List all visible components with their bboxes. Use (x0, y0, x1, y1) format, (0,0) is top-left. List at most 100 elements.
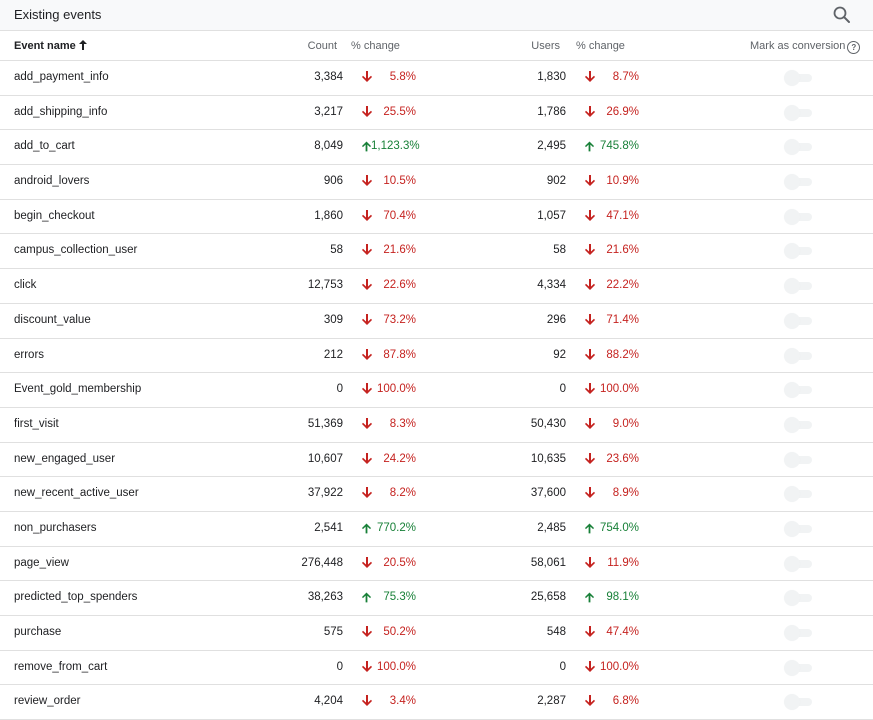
mark-conversion-toggle[interactable] (784, 590, 814, 607)
arrow-downward-icon (362, 105, 372, 118)
users-change-value: 23.6% (606, 452, 639, 465)
event-count: 276,448 (301, 556, 343, 569)
arrow-downward-icon (585, 452, 595, 465)
arrow-downward-icon (585, 383, 595, 395)
users-change-value: 71.4% (606, 313, 639, 326)
toggle-knob (784, 243, 800, 260)
arrow-downward-icon (362, 695, 372, 707)
users-change: 22.2% (585, 279, 639, 291)
toggle-track (790, 386, 812, 395)
event-users: 2,485 (537, 521, 566, 534)
arrow-downward-icon (585, 626, 595, 638)
users-change: 23.6% (585, 452, 639, 465)
mark-conversion-toggle[interactable] (784, 659, 814, 676)
column-header-event-name[interactable]: Event name (14, 40, 87, 53)
mark-conversion-toggle[interactable] (784, 382, 814, 399)
users-change: 745.8% (585, 140, 639, 152)
column-header-users-change[interactable]: % change (576, 40, 625, 52)
event-count: 3,217 (314, 105, 343, 118)
event-name: page_view (14, 556, 69, 569)
arrow-downward-icon (585, 313, 595, 326)
toggle-knob (784, 659, 800, 676)
mark-conversion-toggle[interactable] (784, 625, 814, 641)
table-row: begin_checkout 1,860 70.4% 1,057 47.1% (0, 200, 873, 235)
arrow-downward-icon (585, 244, 595, 256)
users-change: 100.0% (585, 383, 639, 395)
event-name: first_visit (14, 417, 59, 430)
table-row: first_visit 51,369 8.3% 50,430 9.0% (0, 408, 873, 443)
mark-conversion-toggle[interactable] (784, 70, 814, 86)
mark-conversion-toggle[interactable] (784, 139, 814, 156)
arrow-downward-icon (585, 695, 595, 707)
count-change-value: 24.2% (383, 452, 416, 465)
event-name: new_engaged_user (14, 452, 116, 465)
arrow-downward-icon (362, 175, 372, 187)
mark-conversion-toggle[interactable] (784, 174, 814, 191)
event-name: add_shipping_info (14, 105, 108, 118)
mark-conversion-toggle[interactable] (784, 520, 814, 537)
mark-conversion-toggle[interactable] (784, 104, 814, 121)
mark-conversion-toggle[interactable] (784, 278, 814, 295)
arrow-downward-icon (362, 244, 372, 256)
column-header-mark-conversion-label: Mark as conversion (750, 40, 846, 52)
toggle-knob (784, 104, 800, 121)
column-header-count[interactable]: Count (307, 40, 337, 52)
event-users: 4,334 (537, 279, 566, 292)
search-icon[interactable] (832, 5, 852, 25)
table-row: non_purchasers 2,541 770.2% 2,485 754.0% (0, 512, 873, 547)
users-change-value: 88.2% (606, 348, 639, 361)
toggle-knob (784, 555, 800, 572)
toggle-track (790, 594, 812, 603)
mark-conversion-toggle[interactable] (784, 451, 814, 468)
toggle-knob (784, 70, 800, 86)
mark-conversion-toggle[interactable] (784, 416, 814, 433)
users-change: 11.9% (585, 556, 639, 569)
event-users: 58,061 (530, 556, 566, 569)
event-name: predicted_top_spenders (14, 591, 138, 604)
column-header-count-change[interactable]: % change (351, 40, 400, 52)
toggle-track (790, 178, 812, 187)
users-change: 71.4% (585, 313, 639, 326)
count-change: 10.5% (362, 175, 416, 187)
users-change: 21.6% (585, 244, 639, 256)
event-count: 1,860 (314, 209, 343, 222)
table-row: page_view 276,448 20.5% 58,061 11.9% (0, 547, 873, 582)
count-change-value: 100.0% (376, 660, 416, 673)
toggle-track (790, 212, 812, 221)
mark-conversion-toggle[interactable] (784, 694, 814, 711)
arrow-downward-icon (362, 348, 372, 361)
users-change: 47.4% (585, 626, 639, 638)
mark-conversion-toggle[interactable] (784, 312, 814, 329)
mark-conversion-toggle[interactable] (784, 555, 814, 572)
count-change: 22.6% (362, 279, 416, 291)
count-change: 100.0% (362, 383, 416, 395)
toggle-track (790, 282, 812, 291)
event-users: 0 (559, 383, 566, 396)
event-users: 2,287 (537, 695, 566, 708)
mark-conversion-toggle[interactable] (784, 208, 814, 225)
table-row: campus_collection_user 58 21.6% 58 21.6% (0, 234, 873, 270)
event-name: begin_checkout (14, 209, 95, 222)
arrow-downward-icon (362, 626, 372, 638)
help-icon[interactable]: ? (847, 41, 861, 54)
mark-conversion-toggle[interactable] (784, 243, 814, 260)
event-count: 3,384 (314, 71, 343, 83)
event-name: campus_collection_user (14, 244, 138, 257)
event-count: 38,263 (307, 591, 343, 604)
count-change-value: 1,123.3% (371, 140, 420, 153)
arrow-upward-icon (585, 591, 594, 603)
toggle-knob (784, 278, 800, 295)
arrow-downward-icon (585, 348, 595, 361)
arrow-upward-icon (362, 591, 371, 603)
event-name: review_order (14, 695, 81, 708)
users-change: 9.0% (585, 417, 639, 430)
toggle-knob (784, 486, 800, 503)
mark-conversion-toggle[interactable] (784, 486, 814, 503)
event-name: non_purchasers (14, 521, 97, 534)
column-header-users[interactable]: Users (531, 40, 560, 52)
event-users: 10,635 (530, 452, 566, 465)
mark-conversion-toggle[interactable] (784, 347, 814, 364)
toggle-knob (784, 694, 800, 711)
users-change-value: 47.1% (606, 209, 639, 222)
users-change-value: 47.4% (606, 626, 639, 638)
